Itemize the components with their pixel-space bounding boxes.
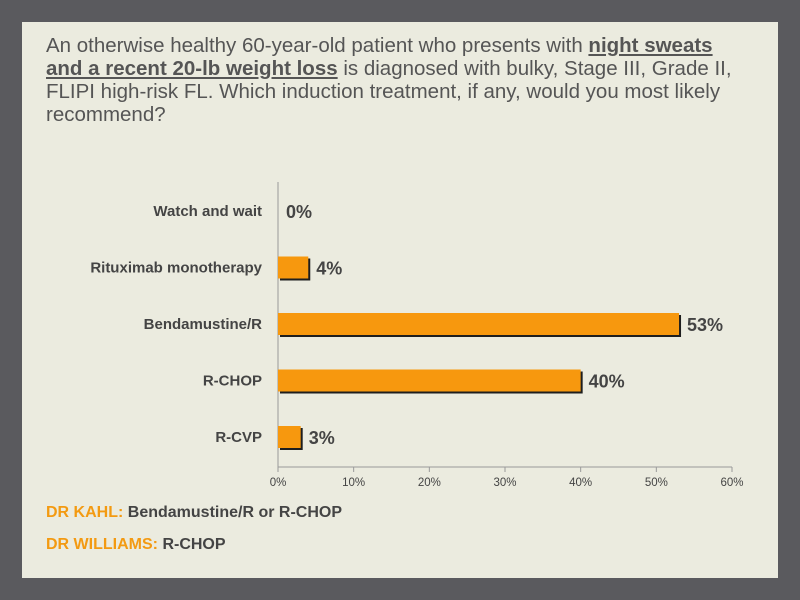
bar	[278, 256, 309, 279]
question-text: An otherwise healthy 60-year-old patient…	[46, 34, 746, 126]
x-tick-label: 10%	[342, 477, 365, 489]
value-label: 3%	[309, 428, 335, 448]
value-label: 0%	[286, 202, 312, 222]
value-label: 53%	[687, 315, 723, 335]
question-part-2: is diagnosed with bulky, Stage III, Grad…	[46, 57, 732, 126]
x-tick-label: 50%	[645, 477, 668, 489]
question-part-1: An otherwise healthy 60-year-old patient…	[46, 34, 589, 57]
bar-chart: 0% 10% 20% 30% 40% 50% 60% % of respondents Watc…	[90, 182, 744, 502]
value-label: 40%	[589, 372, 625, 392]
expert-answer-kahl: DR KAHL: Bendamustine/R or R-CHOP	[46, 504, 342, 526]
category-label: R-CVP	[215, 429, 262, 446]
bar	[278, 369, 581, 392]
question-emphasis: night sweats and a recent 20-lb weight l…	[46, 34, 713, 80]
expert-name: DR KAHL:	[46, 504, 124, 521]
expert-answer: R-CHOP	[162, 536, 226, 553]
category-label: Bendamustine/R	[144, 316, 263, 333]
x-tick-label: 20%	[418, 477, 441, 489]
value-label: 4%	[316, 259, 342, 279]
expert-answer-williams: DR WILLIAMS: R-CHOP	[46, 536, 342, 558]
category-label: Watch and wait	[153, 203, 262, 220]
bar	[278, 426, 301, 448]
expert-answer: Bendamustine/R or R-CHOP	[127, 504, 343, 521]
category-label: Rituximab monotherapy	[90, 260, 262, 277]
x-axis-title: % of respondents	[438, 501, 572, 502]
x-tick-label: 40%	[569, 477, 592, 489]
x-tick-label: 60%	[720, 477, 743, 489]
category-label: R-CHOP	[203, 373, 262, 390]
x-tick-label: 30%	[493, 477, 516, 489]
x-tick-label: 0%	[270, 477, 287, 489]
bar	[278, 313, 680, 335]
expert-name: DR WILLIAMS:	[46, 536, 158, 553]
slide: An otherwise healthy 60-year-old patient…	[22, 22, 778, 578]
expert-answers: DR KAHL: Bendamustine/R or R-CHOP DR WIL…	[46, 504, 342, 568]
